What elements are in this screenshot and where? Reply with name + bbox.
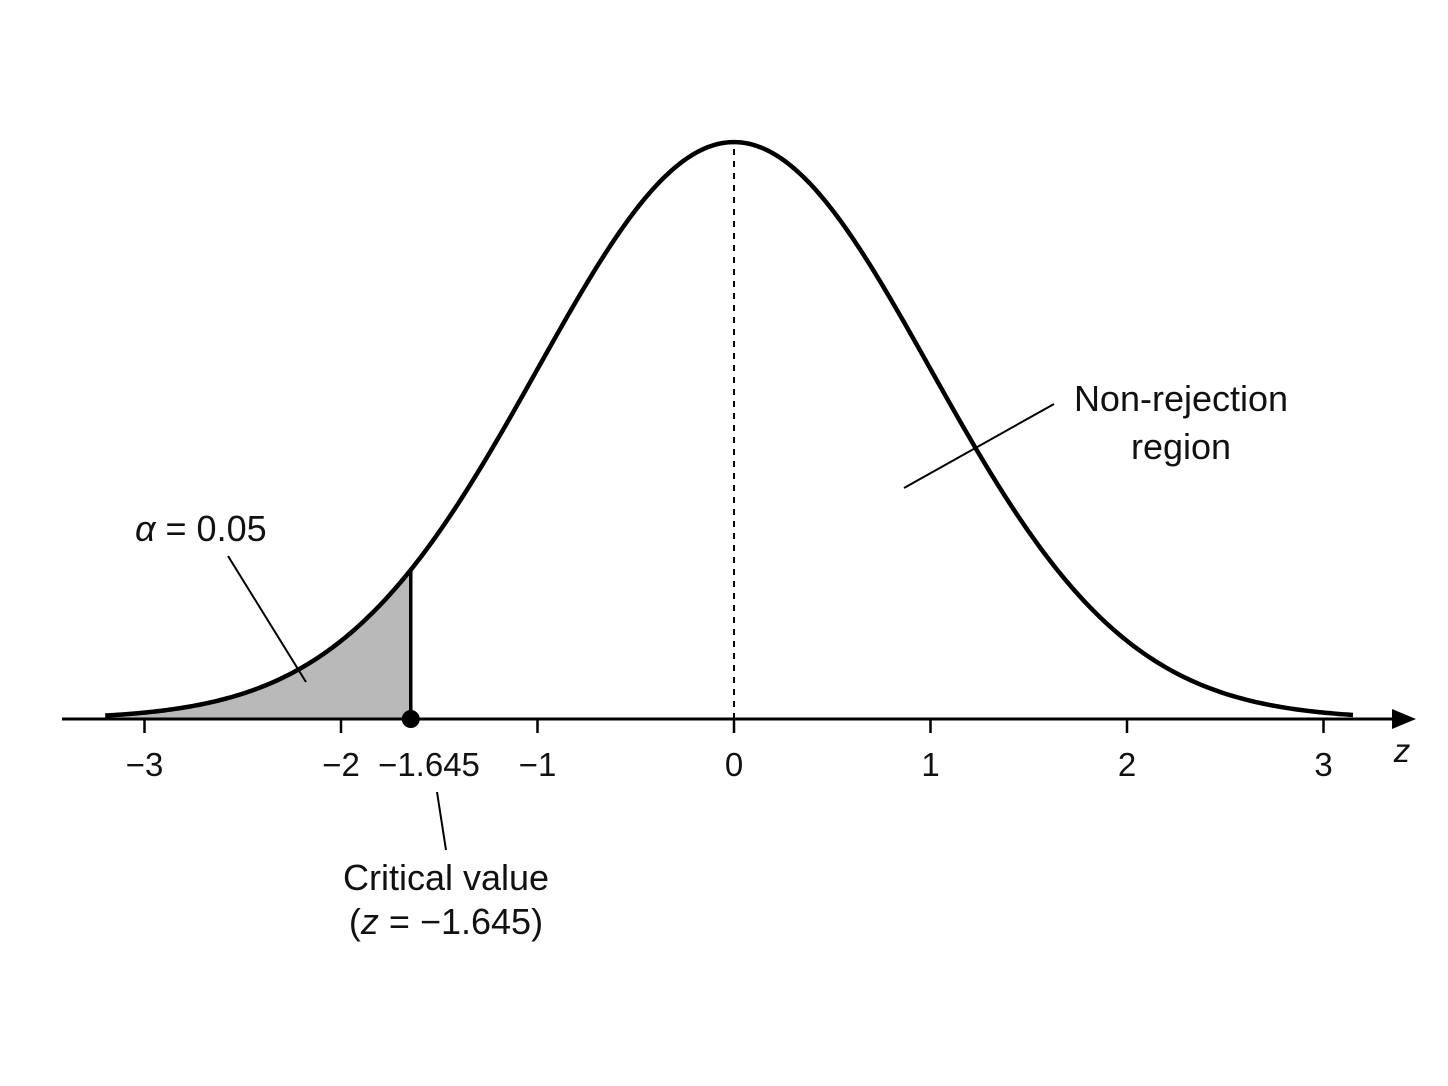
non-rejection-label-line2: region xyxy=(1131,426,1231,467)
alpha-value: = 0.05 xyxy=(156,508,267,549)
critical-open-paren: ( xyxy=(349,901,361,942)
critical-tick-label: −1.645 xyxy=(378,746,480,783)
critical-value-label-line2: (z = −1.645) xyxy=(349,901,543,942)
alpha-label: α = 0.05 xyxy=(135,508,267,549)
x-tick-label: −3 xyxy=(126,746,164,783)
critical-close-paren: ) xyxy=(531,901,543,942)
x-axis-arrowhead xyxy=(1392,709,1416,729)
alpha-symbol: α xyxy=(135,508,157,549)
alpha-leader-line xyxy=(227,555,307,683)
critical-value-label-line1: Critical value xyxy=(343,857,549,898)
critical-value-point xyxy=(401,710,420,728)
critical-equals-value: = −1.645 xyxy=(379,901,531,942)
critical-leader-line xyxy=(436,791,447,851)
normal-curve xyxy=(105,139,1354,718)
rejection-region-shade xyxy=(105,569,411,719)
x-tick-label: 2 xyxy=(1118,746,1136,783)
x-tick-label: 0 xyxy=(725,746,743,783)
x-tick-label: 3 xyxy=(1314,746,1332,783)
x-tick-label: 1 xyxy=(921,746,939,783)
x-tick-label: −1 xyxy=(519,746,557,783)
x-axis-label: z xyxy=(1393,732,1411,769)
non-rejection-leader-line xyxy=(903,403,1055,489)
non-rejection-label-line1: Non-rejection xyxy=(1074,378,1288,419)
x-tick-label: −2 xyxy=(322,746,360,783)
x-axis-ticks: −3 −2 −1 0 1 2 3 xyxy=(126,719,1333,783)
critical-z-symbol: z xyxy=(360,901,379,942)
